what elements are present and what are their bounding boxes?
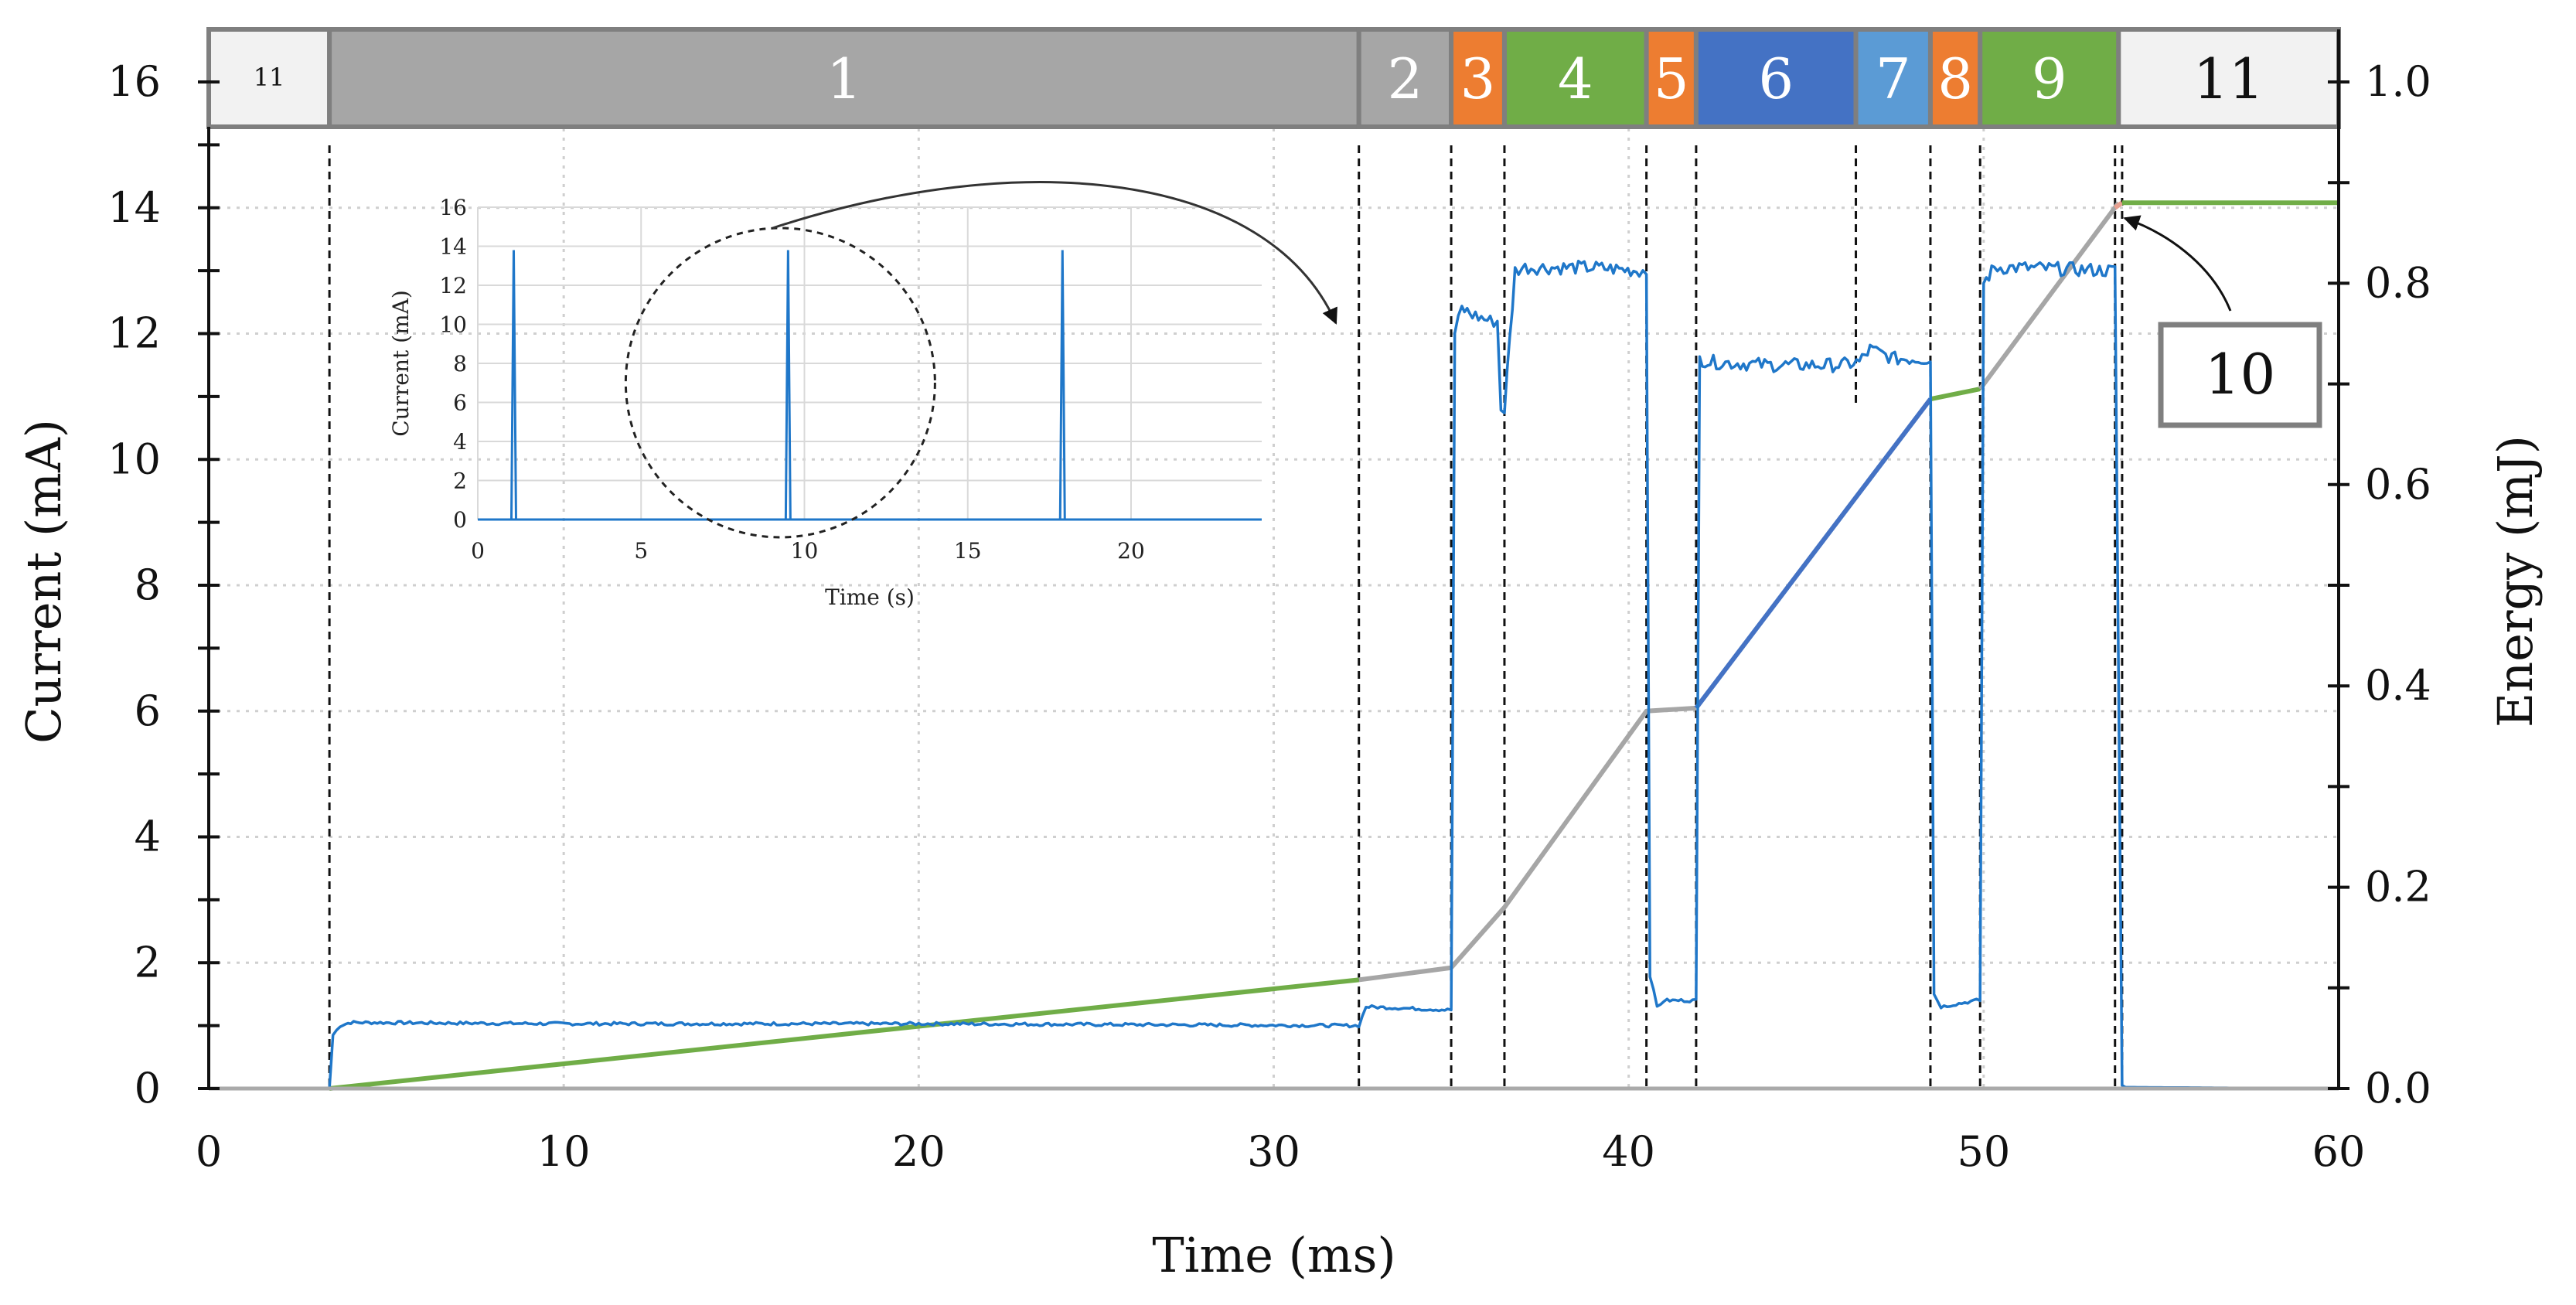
axes: 0 10 20 30 40 50 6002468101214160.00.20.40.60.…	[107, 29, 2431, 1176]
annotation-label: 10	[2205, 342, 2276, 407]
inset-y-tick-label: 8	[453, 351, 467, 377]
phase-boundary-lines	[328, 145, 2124, 1089]
energy-line-phase-3-5	[1449, 705, 1697, 969]
x-tick-label: 60	[2312, 1127, 2366, 1176]
phase-bar-strip: 11 1 2 3 4 5 6 7 8 9 11	[206, 27, 2341, 129]
energy-line-phase-8	[1930, 387, 1981, 402]
x-tick-label: 30	[1247, 1127, 1300, 1176]
inset-x-axis-title: Time (s)	[825, 584, 915, 610]
inset-chart: 0 2 4 6 8 10 12 14 16 0 5 10 15 20 Time (s) Current (mA…	[388, 181, 1337, 610]
phase-label-11: 11	[254, 63, 285, 92]
inset-y-tick-label: 6	[453, 390, 467, 416]
y-tick-label: 4	[135, 813, 161, 861]
phase-block-6	[1693, 27, 1859, 129]
x-tick-label: 20	[892, 1127, 946, 1176]
y2-tick-label: 1.0	[2365, 57, 2431, 106]
inset-y-tick-label: 4	[453, 429, 467, 455]
phase-label-6: 6	[1758, 46, 1794, 111]
y2-tick-label: 0.2	[2365, 863, 2431, 911]
phase-label-9: 9	[2032, 46, 2067, 111]
y-tick-label: 12	[107, 309, 161, 358]
phase-block-2	[1356, 27, 1454, 129]
y2-tick-label: 0.8	[2365, 258, 2431, 307]
inset-y-tick-label: 12	[439, 273, 467, 298]
inset-highlight-circle	[624, 227, 936, 539]
y-tick-label: 14	[107, 183, 161, 232]
energy-line-phase-9	[1978, 201, 2121, 390]
y2-tick-label: 0.0	[2365, 1064, 2431, 1112]
inset-x-tick-label: 10	[791, 538, 819, 564]
phase-label-4: 4	[1558, 46, 1593, 111]
inset-x-tick-label: 5	[634, 538, 648, 564]
x-tick-label: 10	[537, 1127, 591, 1176]
inset-x-tick-label: 0	[471, 538, 485, 564]
inset-y-tick-label: 2	[453, 469, 467, 494]
inset-x-tick-label: 15	[954, 538, 982, 564]
inset-spike	[509, 250, 517, 520]
inset-spike	[1058, 250, 1066, 520]
y-tick-label: 2	[135, 938, 161, 986]
y-tick-label: 6	[135, 687, 161, 735]
energy-line-phase-10	[2113, 200, 2124, 210]
x-tick-label: 40	[1602, 1127, 1655, 1176]
phase-block-7	[1853, 27, 1933, 129]
phase-block-11	[2116, 27, 2341, 129]
phase-block-9	[1978, 27, 2121, 129]
inset-y-tick-label: 16	[439, 195, 467, 220]
energy-line-phase-1	[329, 977, 1360, 1091]
annotation-10: 10	[2123, 215, 2322, 428]
energy-line-phase-6	[1694, 397, 1933, 710]
y-tick-label: 8	[135, 561, 161, 609]
phase-label-5: 5	[1654, 46, 1689, 111]
phase-block-11	[206, 27, 332, 129]
x-tick-label: 50	[1957, 1127, 2010, 1176]
y2-tick-label: 0.4	[2365, 661, 2431, 710]
x-axis-title: Time (ms)	[1152, 1227, 1395, 1283]
phase-block-5	[1644, 27, 1699, 129]
inset-spike	[784, 250, 792, 520]
phase-label-3: 3	[1460, 46, 1496, 111]
phase-block-4	[1501, 27, 1649, 129]
energy-line-phase-2	[1358, 965, 1452, 983]
inset-y-axis-title: Current (mA)	[388, 290, 414, 437]
inset-y-tick-label: 0	[453, 507, 467, 533]
inset-x-tick-label: 20	[1117, 538, 1145, 564]
phase-label-7: 7	[1876, 46, 1911, 111]
energy-series	[329, 200, 2339, 1091]
phase-label-11: 11	[2193, 46, 2264, 111]
phase-label-1: 1	[826, 46, 862, 111]
y-axis-title: Current (mA)	[15, 419, 72, 744]
y-tick-label: 0	[135, 1064, 161, 1112]
y2-tick-label: 0.6	[2365, 460, 2431, 509]
inset-y-tick-label: 10	[439, 312, 467, 338]
x-tick-label: 0	[196, 1127, 222, 1176]
y-tick-label: 10	[107, 434, 161, 483]
gridlines	[209, 82, 2340, 1089]
phase-label-8: 8	[1937, 46, 1973, 111]
y2-axis-title: Energy (mJ)	[2487, 435, 2544, 727]
current-series	[209, 259, 2339, 1090]
annotation-box	[2158, 322, 2322, 428]
inset-y-tick-label: 14	[439, 234, 467, 260]
zoom-arrow	[772, 181, 1337, 325]
annotation-arrow	[2123, 215, 2232, 312]
current-line	[209, 259, 2339, 1090]
phase-label-2: 2	[1387, 46, 1423, 111]
y-tick-label: 16	[107, 57, 161, 106]
